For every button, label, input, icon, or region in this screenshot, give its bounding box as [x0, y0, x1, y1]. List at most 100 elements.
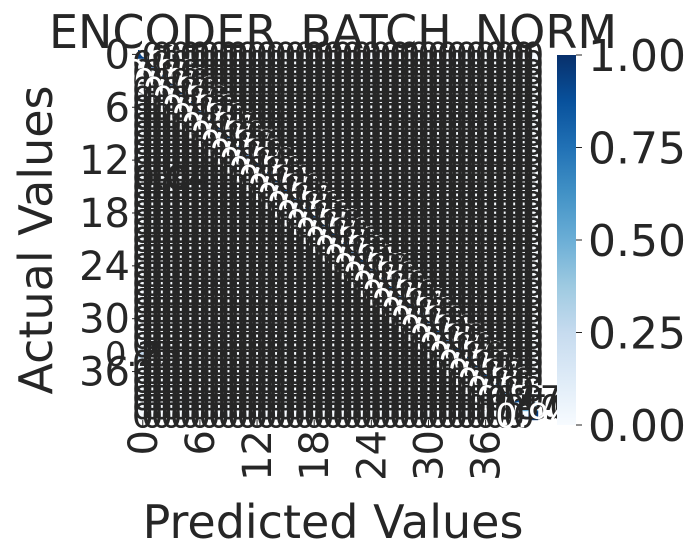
heatmap-cell	[480, 85, 491, 95]
heatmap-cell	[185, 358, 196, 368]
heatmap-cell	[518, 411, 529, 421]
heatmap-cell	[214, 226, 224, 236]
cell-annotation: 0	[151, 44, 173, 84]
heatmap-cell	[299, 375, 310, 385]
heatmap-cell	[318, 102, 329, 112]
heatmap-cell	[271, 331, 282, 341]
heatmap-cell	[309, 243, 320, 253]
heatmap-cell	[366, 305, 377, 315]
heatmap-cell	[157, 384, 167, 394]
heatmap-cell	[366, 270, 377, 280]
heatmap-cell	[204, 279, 215, 289]
heatmap-cell	[433, 331, 443, 341]
heatmap-cell	[233, 411, 243, 421]
heatmap-cell	[471, 164, 482, 174]
heatmap-cell	[528, 208, 539, 218]
heatmap-cell	[385, 349, 396, 359]
heatmap-cell	[242, 50, 253, 60]
heatmap-cell	[509, 208, 520, 218]
heatmap-cell	[452, 305, 463, 315]
heatmap-cell	[442, 173, 453, 183]
heatmap-cell	[157, 279, 167, 289]
heatmap-cell	[461, 155, 472, 165]
y-tick-label: 18	[79, 191, 130, 237]
cell-annotation: 0	[180, 71, 202, 111]
cell-annotation: 0	[322, 35, 344, 75]
heatmap-cell	[271, 358, 282, 368]
heatmap-cell	[461, 314, 472, 324]
heatmap-cell	[147, 235, 158, 245]
heatmap-cell	[166, 138, 177, 148]
heatmap-cell	[261, 367, 272, 377]
heatmap-cell	[195, 411, 205, 421]
heatmap-cell	[309, 305, 320, 315]
heatmap-cell	[280, 50, 291, 60]
heatmap-cell	[204, 190, 215, 200]
heatmap-cell	[138, 226, 148, 236]
heatmap-cell	[490, 314, 501, 324]
heatmap-cell	[404, 155, 415, 165]
heatmap-cell	[242, 217, 253, 227]
heatmap-cell	[376, 402, 386, 412]
heatmap-cell	[376, 129, 386, 139]
heatmap-cell	[357, 349, 367, 359]
heatmap-cell	[318, 340, 329, 350]
heatmap-cell	[404, 287, 415, 297]
heatmap-cell	[366, 94, 377, 104]
heatmap-cell	[176, 111, 186, 121]
heatmap-cell	[395, 393, 405, 403]
cell-annotation: 0	[246, 62, 268, 102]
heatmap-cell	[461, 85, 472, 95]
heatmap-cell	[499, 287, 510, 297]
heatmap-cell	[299, 305, 310, 315]
heatmap-cell	[290, 340, 301, 350]
heatmap-cell	[223, 367, 234, 377]
heatmap-cell	[338, 111, 348, 121]
heatmap-cell	[157, 85, 167, 95]
heatmap-cell	[366, 102, 377, 112]
heatmap-cell	[357, 129, 367, 139]
heatmap-cell	[185, 331, 196, 341]
heatmap-cell	[490, 384, 501, 394]
heatmap-cell	[299, 331, 310, 341]
heatmap-cell	[280, 102, 291, 112]
heatmap-cell	[223, 138, 234, 148]
heatmap-cell	[214, 111, 224, 121]
heatmap-cell	[166, 58, 177, 68]
heatmap-cell	[338, 129, 348, 139]
heatmap-cell	[166, 235, 177, 245]
cell-annotation: 0	[237, 53, 259, 93]
heatmap-cell	[157, 217, 167, 227]
heatmap-cell	[204, 358, 215, 368]
heatmap-cell	[338, 279, 348, 289]
heatmap-cell	[204, 367, 215, 377]
heatmap-cell	[261, 208, 272, 218]
heatmap-cell	[242, 411, 253, 421]
heatmap-cell	[185, 393, 196, 403]
heatmap-cell	[385, 323, 396, 333]
heatmap-cell	[157, 182, 167, 192]
heatmap-cell	[233, 384, 243, 394]
heatmap-cell	[404, 393, 415, 403]
heatmap-cell	[414, 146, 424, 156]
heatmap-cell	[176, 129, 186, 139]
heatmap-cell	[509, 102, 520, 112]
heatmap-cell	[223, 235, 234, 245]
heatmap-cell	[223, 155, 234, 165]
cell-annotation: 0	[161, 35, 183, 75]
heatmap-cell	[385, 402, 396, 412]
heatmap-cell	[290, 331, 301, 341]
heatmap-cell	[347, 331, 358, 341]
heatmap-cell	[338, 323, 348, 333]
heatmap-cell	[299, 208, 310, 218]
heatmap-cell	[338, 58, 348, 68]
heatmap-cell	[338, 261, 348, 271]
heatmap-cell	[442, 85, 453, 95]
heatmap-cell	[328, 94, 339, 104]
heatmap-cell	[223, 252, 234, 262]
heatmap-cell	[147, 85, 158, 95]
colorbar-tick-label: 0.25	[588, 309, 686, 360]
heatmap-cell	[404, 270, 415, 280]
heatmap-cell	[261, 270, 272, 280]
